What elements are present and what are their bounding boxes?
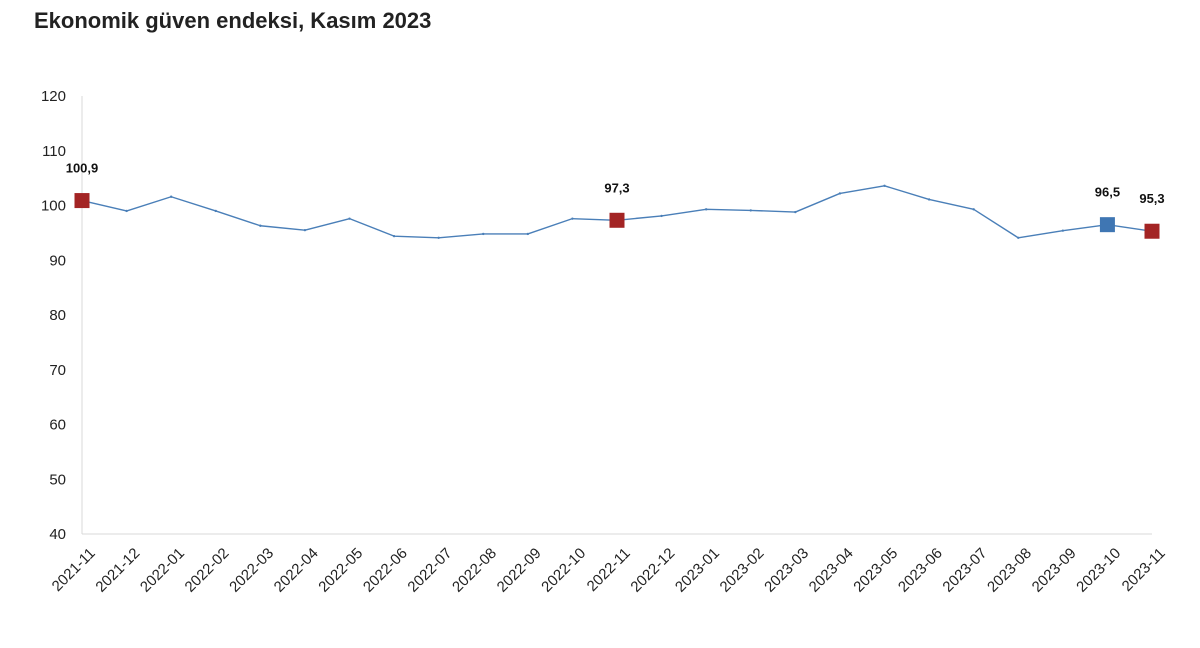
chart-title: Ekonomik güven endeksi, Kasım 2023	[34, 8, 432, 33]
data-point	[169, 195, 173, 198]
x-tick-label: 2022-10	[538, 545, 589, 596]
x-tick-label: 2021-11	[49, 545, 99, 595]
data-point	[303, 228, 307, 232]
x-tick-label: 2022-09	[494, 545, 545, 596]
y-tick-label: 90	[49, 252, 66, 269]
data-label: 95,3	[1139, 191, 1164, 206]
data-point	[125, 209, 128, 213]
highlight-marker	[1144, 223, 1160, 239]
data-point	[660, 214, 663, 218]
data-point	[348, 217, 351, 220]
x-tick-label: 2022-03	[226, 545, 277, 596]
data-point	[526, 232, 530, 236]
x-tick-label: 2023-04	[806, 545, 857, 596]
data-point	[437, 236, 440, 240]
highlight-marker	[609, 212, 625, 228]
x-tick-label: 2023-02	[717, 545, 768, 596]
data-point	[482, 232, 485, 236]
x-tick-label: 2023-09	[1029, 545, 1080, 596]
x-tick-label: 2023-05	[850, 545, 901, 596]
x-tick-label: 2022-12	[627, 545, 678, 596]
data-point	[883, 184, 886, 187]
x-tick-label: 2022-05	[315, 545, 366, 596]
y-tick-label: 60	[49, 417, 66, 434]
data-point	[749, 209, 752, 212]
data-point	[1061, 229, 1065, 232]
x-tick-label: 2023-03	[761, 545, 812, 596]
x-tick-label: 2022-06	[360, 545, 411, 596]
x-tick-label: 2022-02	[182, 545, 233, 596]
y-tick-label: 120	[41, 88, 66, 105]
y-tick-label: 80	[49, 307, 66, 324]
x-axis: 2021-112021-122022-012022-022022-032022-…	[49, 533, 1169, 596]
data-point	[927, 198, 931, 201]
x-tick-label: 2022-01	[137, 545, 188, 596]
y-tick-label: 50	[49, 471, 66, 488]
data-point	[392, 234, 396, 238]
x-tick-label: 2022-08	[449, 545, 500, 596]
x-tick-label: 2022-07	[404, 545, 455, 596]
data-point	[794, 210, 797, 214]
data-label: 100,9	[66, 161, 99, 176]
y-tick-label: 40	[49, 526, 66, 543]
y-tick-label: 70	[49, 362, 66, 379]
y-tick-label: 100	[41, 198, 66, 215]
x-tick-label: 2023-10	[1073, 545, 1124, 596]
x-tick-label: 2023-07	[939, 545, 990, 596]
highlight-marker	[1099, 217, 1115, 233]
data-point	[259, 224, 262, 227]
data-label: 97,3	[604, 180, 629, 195]
data-point	[972, 208, 975, 211]
x-tick-label: 2023-11	[1119, 545, 1169, 595]
y-axis: 120 110 100 90 80 70 60 50 40	[41, 88, 83, 543]
x-tick-label: 2023-08	[984, 545, 1035, 596]
y-tick-label: 110	[42, 143, 66, 160]
data-label: 96,5	[1095, 185, 1120, 200]
x-tick-label: 2023-06	[895, 545, 946, 596]
markers-layer: 100,9 97,3 96,5 95,3	[66, 161, 1165, 239]
data-point	[838, 192, 842, 195]
data-point	[571, 217, 574, 220]
highlight-marker	[74, 193, 90, 209]
data-point	[1017, 236, 1020, 240]
x-tick-label: 2021-12	[92, 545, 143, 596]
x-tick-label: 2022-11	[584, 545, 634, 595]
x-tick-label: 2023-01	[672, 545, 723, 596]
data-point	[214, 209, 217, 213]
x-tick-label: 2022-04	[271, 545, 322, 596]
data-point	[704, 208, 708, 211]
